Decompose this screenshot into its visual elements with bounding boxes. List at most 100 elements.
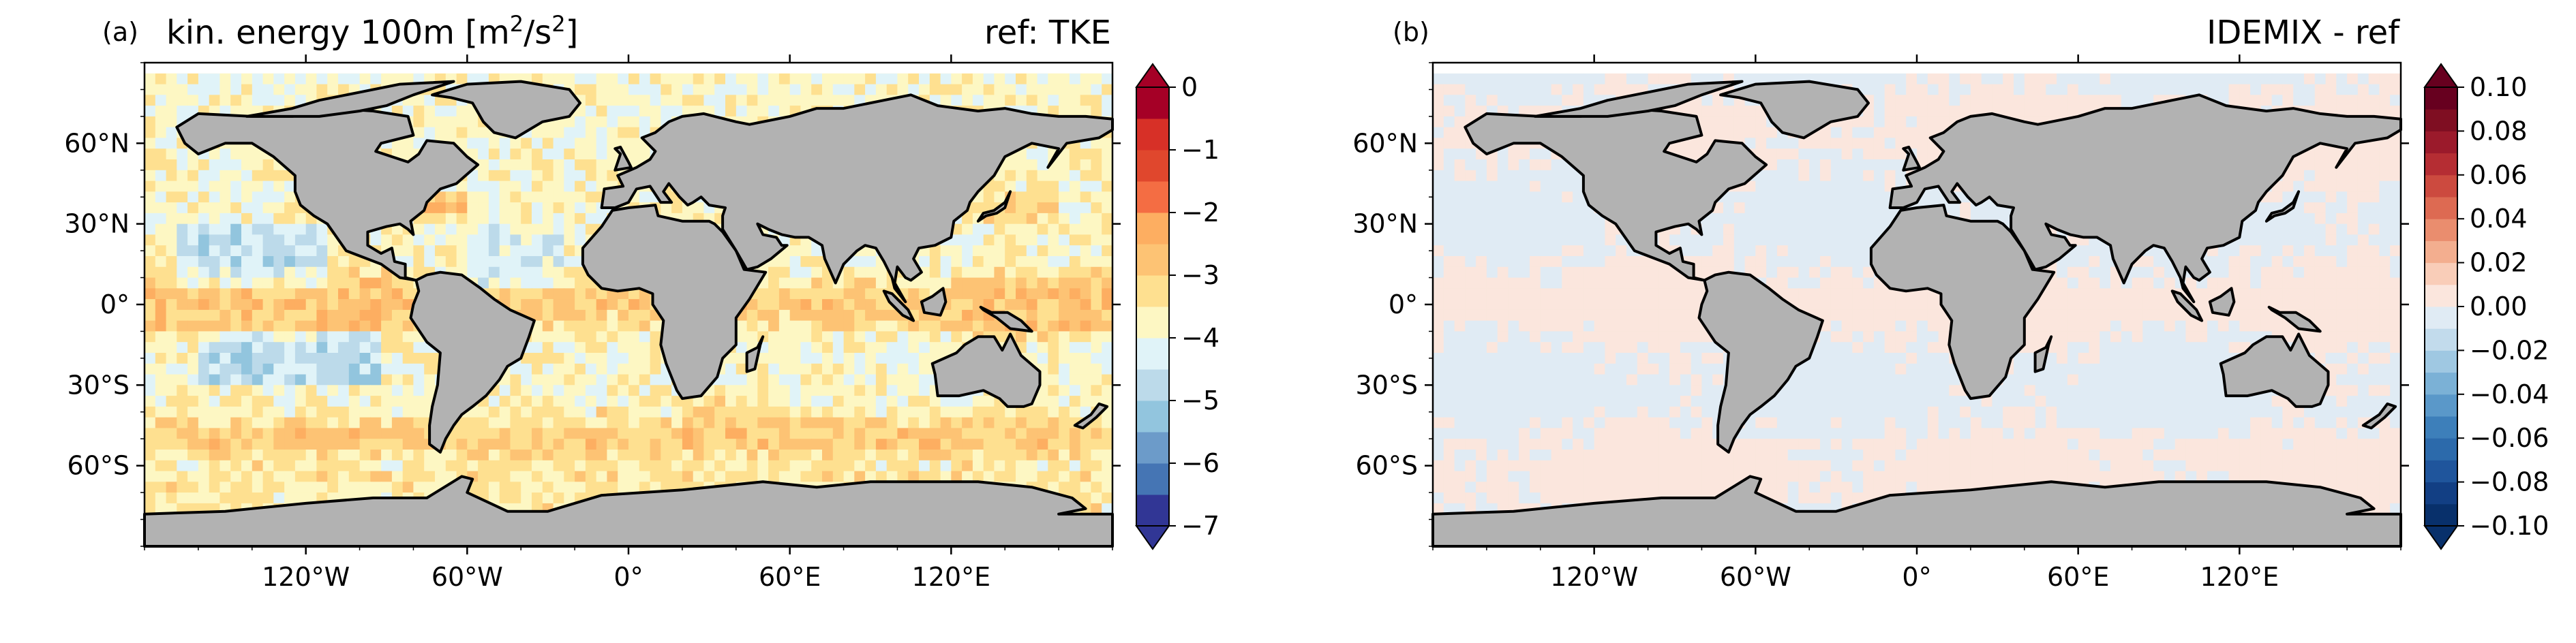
field-cell bbox=[230, 353, 242, 364]
field-cell bbox=[972, 450, 984, 461]
field-cell bbox=[886, 320, 898, 332]
field-cell bbox=[198, 482, 210, 493]
field-cell bbox=[1787, 202, 1800, 214]
x-tick-label: 60°W bbox=[431, 562, 503, 592]
field-cell bbox=[338, 385, 350, 396]
field-cell bbox=[661, 84, 672, 95]
field-cell bbox=[865, 320, 877, 332]
field-cell bbox=[607, 471, 618, 482]
field-cell bbox=[1949, 84, 1960, 95]
field-cell bbox=[1026, 181, 1038, 192]
field-cell bbox=[553, 266, 564, 279]
field-cell bbox=[854, 342, 866, 354]
field-cell bbox=[316, 482, 328, 493]
field-cell bbox=[294, 223, 307, 236]
field-cell bbox=[1080, 471, 1092, 482]
field-cell bbox=[908, 84, 920, 95]
field-cell bbox=[1551, 84, 1562, 95]
field-cell bbox=[219, 331, 231, 343]
field-cell bbox=[994, 288, 1005, 300]
field-cell bbox=[359, 309, 371, 322]
field-cell bbox=[521, 159, 532, 171]
field-cell bbox=[1798, 148, 1810, 160]
field-cell bbox=[972, 73, 984, 85]
field-cell bbox=[1981, 202, 1993, 214]
field-cell bbox=[596, 309, 608, 322]
field-cell bbox=[596, 374, 608, 386]
field-cell bbox=[230, 342, 242, 354]
field-cell bbox=[391, 342, 404, 354]
field-cell bbox=[187, 460, 199, 472]
field-cell bbox=[553, 213, 564, 225]
field-cell bbox=[1873, 84, 1885, 95]
field-cell bbox=[2185, 73, 2197, 85]
field-cell bbox=[1059, 417, 1070, 429]
field-cell bbox=[209, 95, 221, 106]
field-cell bbox=[919, 396, 930, 407]
field-cell bbox=[370, 406, 382, 418]
field-cell bbox=[1809, 181, 1821, 192]
field-cell bbox=[1080, 245, 1092, 257]
field-cell bbox=[929, 266, 941, 279]
field-cell bbox=[478, 127, 489, 139]
field-cell bbox=[2379, 170, 2391, 182]
field-cell bbox=[262, 374, 274, 386]
field-cell bbox=[532, 363, 543, 375]
field-cell bbox=[1841, 191, 1853, 203]
field-cell bbox=[1583, 73, 1595, 85]
field-cell bbox=[478, 266, 489, 279]
field-cell bbox=[445, 106, 457, 117]
field-cell bbox=[585, 363, 597, 375]
field-cell bbox=[854, 277, 866, 289]
field-cell bbox=[1005, 471, 1016, 482]
field-cell bbox=[338, 73, 350, 85]
field-cell bbox=[2110, 95, 2122, 106]
field-cell bbox=[305, 234, 318, 246]
field-cell bbox=[1080, 374, 1092, 386]
field-cell bbox=[1091, 439, 1102, 450]
field-cell bbox=[1863, 73, 1875, 85]
field-cell bbox=[1830, 138, 1843, 149]
field-cell bbox=[1443, 159, 1455, 171]
field-cell bbox=[252, 234, 264, 246]
field-cell bbox=[2368, 95, 2380, 106]
field-cell bbox=[768, 84, 780, 95]
field-cell bbox=[198, 353, 210, 364]
field-cell bbox=[2304, 95, 2316, 106]
field-cell bbox=[391, 288, 404, 300]
field-cell bbox=[1626, 73, 1638, 85]
field-cell bbox=[284, 191, 296, 203]
field-cell bbox=[1037, 460, 1048, 472]
field-cell bbox=[811, 320, 823, 332]
field-cell bbox=[1091, 213, 1102, 225]
field-cell bbox=[1981, 73, 1993, 85]
field-cell bbox=[2347, 73, 2359, 85]
field-cell bbox=[1465, 181, 1476, 192]
field-cell bbox=[1465, 95, 1476, 106]
field-cell bbox=[532, 245, 543, 257]
field-cell bbox=[778, 309, 791, 322]
field-cell bbox=[510, 439, 521, 450]
field-cell bbox=[252, 181, 264, 192]
field-cell bbox=[972, 417, 984, 429]
field-cell bbox=[305, 460, 318, 472]
field-cell bbox=[273, 396, 285, 407]
field-cell bbox=[284, 223, 296, 236]
field-cell bbox=[467, 234, 479, 246]
field-cell bbox=[1562, 181, 1573, 192]
field-cell bbox=[1005, 299, 1016, 311]
field-cell bbox=[736, 106, 748, 117]
field-cell bbox=[241, 320, 253, 332]
field-cell bbox=[1016, 428, 1027, 439]
field-cell bbox=[607, 106, 618, 117]
field-cell bbox=[499, 385, 511, 396]
field-cell bbox=[294, 417, 307, 429]
field-cell bbox=[521, 299, 532, 311]
field-cell bbox=[972, 471, 984, 482]
field-cell bbox=[252, 202, 264, 214]
field-cell bbox=[607, 374, 618, 386]
field-cell bbox=[219, 73, 231, 85]
field-cell bbox=[542, 266, 554, 279]
field-cell bbox=[1895, 116, 1907, 128]
